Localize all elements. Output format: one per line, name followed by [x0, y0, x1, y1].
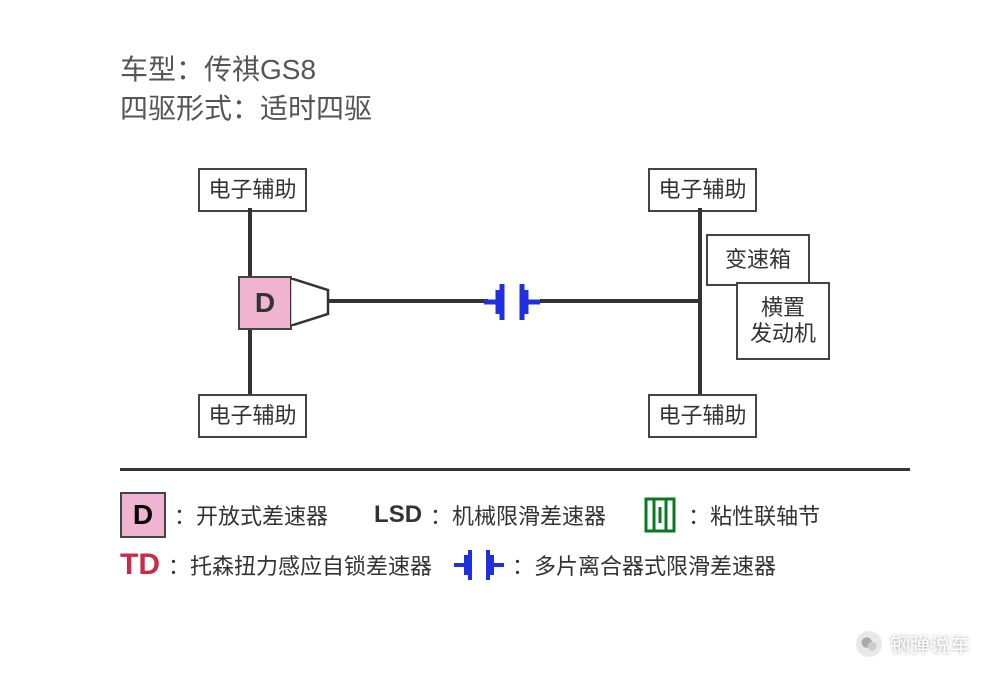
wheel-front-left: 电子辅助: [198, 168, 307, 212]
wechat-icon: [856, 631, 882, 657]
model-value: 传祺GS8: [204, 54, 316, 85]
engine-l2: 发动机: [750, 321, 816, 346]
legend-td-symbol: TD: [120, 548, 160, 582]
wheel-rl-label: 电子辅助: [208, 403, 296, 429]
legend-td-text: ：托森扭力感应自锁差速器: [168, 549, 432, 581]
legend-d-symbol: D: [120, 492, 166, 538]
legend-viscous-icon: [640, 495, 680, 535]
multiplate-clutch-icon: [484, 282, 540, 322]
diagram-title: 车型：传祺GS8 四驱形式：适时四驱: [120, 50, 372, 128]
legend-clutch-label: 多片离合器式限滑差速器: [534, 554, 776, 579]
gearbox-label: 变速箱: [725, 247, 791, 273]
legend-row-2: TD ：托森扭力感应自锁差速器 ：多片离合器式限滑差速器: [120, 548, 910, 582]
legend-visc-label: 粘性联轴节: [710, 504, 820, 529]
rear-diff-label: D: [255, 287, 275, 319]
wheel-fr-label: 电子辅助: [658, 177, 746, 203]
drive-value: 适时四驱: [260, 93, 372, 124]
engine-label: 横置发动机: [750, 295, 816, 348]
legend-lsd-label: 机械限滑差速器: [452, 504, 606, 529]
legend-row-1: D ：开放式差速器 LSD ：机械限滑差速器 ：粘性联轴节: [120, 492, 910, 538]
legend-td-label: 托森扭力感应自锁差速器: [190, 554, 432, 579]
watermark: 钢弹说车: [856, 629, 970, 658]
wheel-rear-right: 电子辅助: [648, 394, 757, 438]
engine-l1: 横置: [761, 295, 805, 320]
legend-visc-text: ：粘性联轴节: [688, 499, 820, 531]
legend-d-label: 开放式差速器: [196, 504, 328, 529]
wheel-rear-left: 电子辅助: [198, 394, 307, 438]
driveshaft-rear: [328, 299, 488, 303]
legend-clutch-icon: [454, 548, 504, 582]
diagram-canvas: 车型：传祺GS8 四驱形式：适时四驱 电子辅助 电子辅助 电子辅助 电子辅助 D…: [0, 0, 1000, 678]
driveshaft-front: [540, 299, 700, 303]
legend-d-sym-text: D: [133, 499, 153, 531]
watermark-text: 钢弹说车: [890, 629, 970, 658]
model-label: 车型: [120, 54, 176, 85]
wheel-front-right: 电子辅助: [648, 168, 757, 212]
legend-clutch-text: ：多片离合器式限滑差速器: [512, 549, 776, 581]
legend-lsd-symbol: LSD: [374, 501, 422, 529]
legend-divider: [120, 468, 910, 471]
engine: 横置发动机: [736, 282, 830, 360]
rear-differential: D: [238, 276, 292, 330]
legend-d-text: ：开放式差速器: [174, 499, 328, 531]
drive-label: 四驱形式: [120, 93, 232, 124]
wheel-fl-label: 电子辅助: [208, 177, 296, 203]
legend-lsd-text: ：机械限滑差速器: [430, 499, 606, 531]
gearbox: 变速箱: [706, 234, 810, 286]
wheel-rr-label: 电子辅助: [658, 403, 746, 429]
